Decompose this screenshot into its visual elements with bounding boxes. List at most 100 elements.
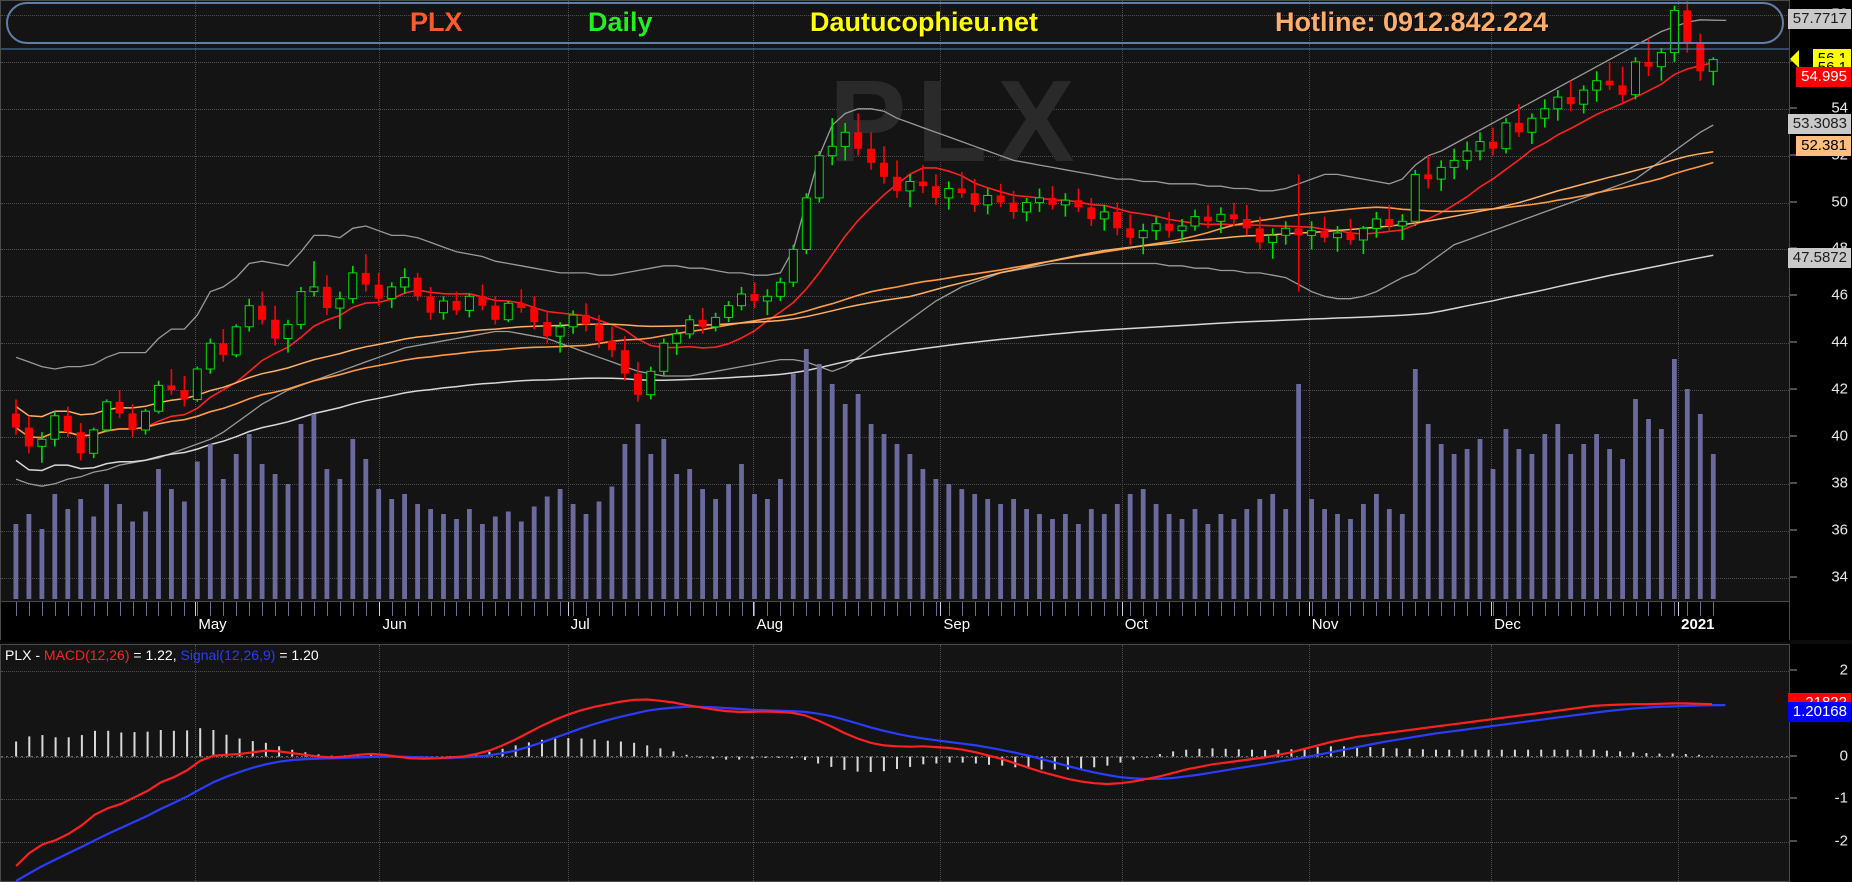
candle-wick [922,165,924,194]
date-label: Jul [570,616,590,633]
date-tick [1700,602,1702,616]
date-tick [54,602,56,616]
volume-bar [1153,504,1159,599]
candle-body-up [814,155,824,199]
candle-body-up [685,319,695,335]
date-tick [599,602,600,616]
price-gridline [1,202,1789,204]
candle-body-up [102,401,112,431]
candle-wick [1271,228,1274,259]
candle-body-down [76,432,85,454]
macd-tick-label: 2 [1839,661,1848,679]
volume-bar [65,509,71,599]
macd-histogram-bar [672,751,675,757]
volume-bar [985,499,991,599]
candle-body-up [1579,89,1589,105]
candle-body-up [1138,230,1148,239]
price-chart-panel[interactable]: PLX May Jun Jul Aug Sep Oct Nov Dec 2021 [0,0,1790,642]
volume-bar [1386,509,1392,599]
candle-body-up [231,326,241,356]
date-tick [15,602,17,616]
volume-bar [739,464,744,599]
candle-wick [339,291,341,330]
date-tick [1078,602,1080,616]
candle-body-down [63,415,72,433]
date-gridline [1308,1,1310,599]
candle-body-down [1696,43,1705,72]
macd-histogram-bar [1527,749,1530,757]
volume-bar [1477,439,1483,599]
candle-wick [961,172,963,198]
volume-bar [894,444,900,599]
macd-histogram-bar [1382,748,1385,757]
candle-body-down [1514,122,1523,133]
macd-vgridline [1308,645,1310,881]
candle-body-up [1281,227,1291,236]
macd-histogram-bar [1237,749,1240,757]
date-tick [1013,602,1015,616]
volume-bar [959,489,965,599]
price-value-badge: 54.995 [1796,66,1851,87]
candle-body-down [452,301,461,311]
date-tick [586,602,588,616]
date-tick [1622,602,1624,616]
candle-body-down [1385,219,1394,226]
date-tick [948,602,950,616]
price-axis[interactable]: 3436384042444648505254565857.771756.156.… [1787,0,1852,640]
date-tick [495,602,497,616]
candle-body-up [192,368,202,400]
volume-bar [91,516,97,599]
date-tick [1687,602,1689,616]
volume-bar [480,524,485,599]
macd-axis[interactable]: 20-1-21.218221.20168 [1787,644,1852,882]
macd-histogram-bar [988,756,990,765]
volume-bar [1555,424,1561,599]
price-plot-area[interactable]: PLX [1,1,1789,639]
candle-body-down [1113,211,1122,229]
volume-bar [13,524,19,599]
date-tick [1402,602,1404,616]
macd-histogram-bar [1014,756,1017,768]
date-major-tick [1678,602,1680,616]
macd-histogram-bar [817,756,820,764]
candle-body-up [568,314,578,328]
macd-plot-area[interactable] [1,645,1789,881]
series-line [15,698,1713,867]
candle-body-up [348,272,358,300]
volume-bar [467,509,472,599]
candle-body-up [283,323,293,339]
date-tick [689,602,691,616]
macd-histogram-bar [475,754,478,757]
macd-histogram-bar [1316,747,1319,757]
date-gridline [567,1,569,599]
macd-histogram-bar [646,745,649,757]
macd-histogram-bar [28,736,31,757]
volume-bar [1412,369,1418,599]
date-tick [106,602,108,616]
macd-histogram-bar [251,741,254,757]
date-tick [326,602,328,616]
macd-value-badge: 1.20168 [1787,701,1851,722]
candle-body-up [1527,117,1537,133]
date-tick [1570,602,1572,616]
volume-bar [687,469,693,599]
candle-body-up [983,195,993,206]
series-line [15,124,1714,487]
candle-body-down [1424,174,1433,180]
candle-wick [313,261,315,297]
candle-body-up [205,342,215,370]
macd-histogram-bar [856,756,859,772]
candle-body-down [426,296,435,313]
date-tick [1246,602,1248,616]
candle-body-up [944,188,954,199]
price-tick-label: 50 [1831,193,1848,211]
volume-bar [182,501,187,599]
volume-bar [609,486,615,599]
volume-bar [829,384,835,599]
date-tick [793,602,795,616]
macd-histogram-bar [685,754,688,757]
macd-panel[interactable]: PLX - MACD(12,26) = 1.22, Signal(12,26,9… [0,644,1790,882]
date-label: May [198,616,227,633]
volume-bar [1024,509,1029,599]
macd-histogram-bar [777,756,780,758]
